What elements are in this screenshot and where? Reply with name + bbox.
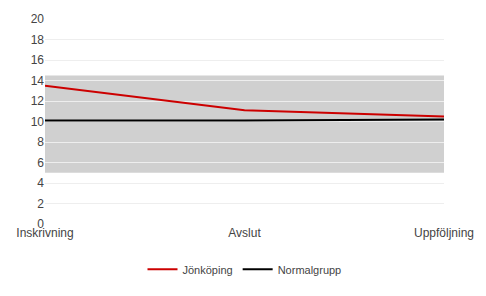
svg-text:8: 8 [37, 135, 44, 149]
svg-text:Normalgrupp: Normalgrupp [278, 264, 342, 276]
svg-text:12: 12 [31, 94, 45, 108]
svg-text:10: 10 [31, 115, 45, 129]
svg-text:6: 6 [37, 156, 44, 170]
svg-text:Inskrivning: Inskrivning [16, 226, 73, 240]
svg-text:18: 18 [31, 33, 45, 47]
svg-text:Uppföljning: Uppföljning [414, 226, 474, 240]
svg-text:2: 2 [37, 197, 44, 211]
svg-text:Jönköping: Jönköping [183, 264, 233, 276]
svg-text:20: 20 [31, 12, 45, 26]
svg-text:16: 16 [31, 53, 45, 67]
svg-text:Avslut: Avslut [228, 226, 261, 240]
svg-text:0: 0 [37, 217, 44, 231]
svg-text:4: 4 [37, 176, 44, 190]
svg-text:14: 14 [31, 74, 45, 88]
